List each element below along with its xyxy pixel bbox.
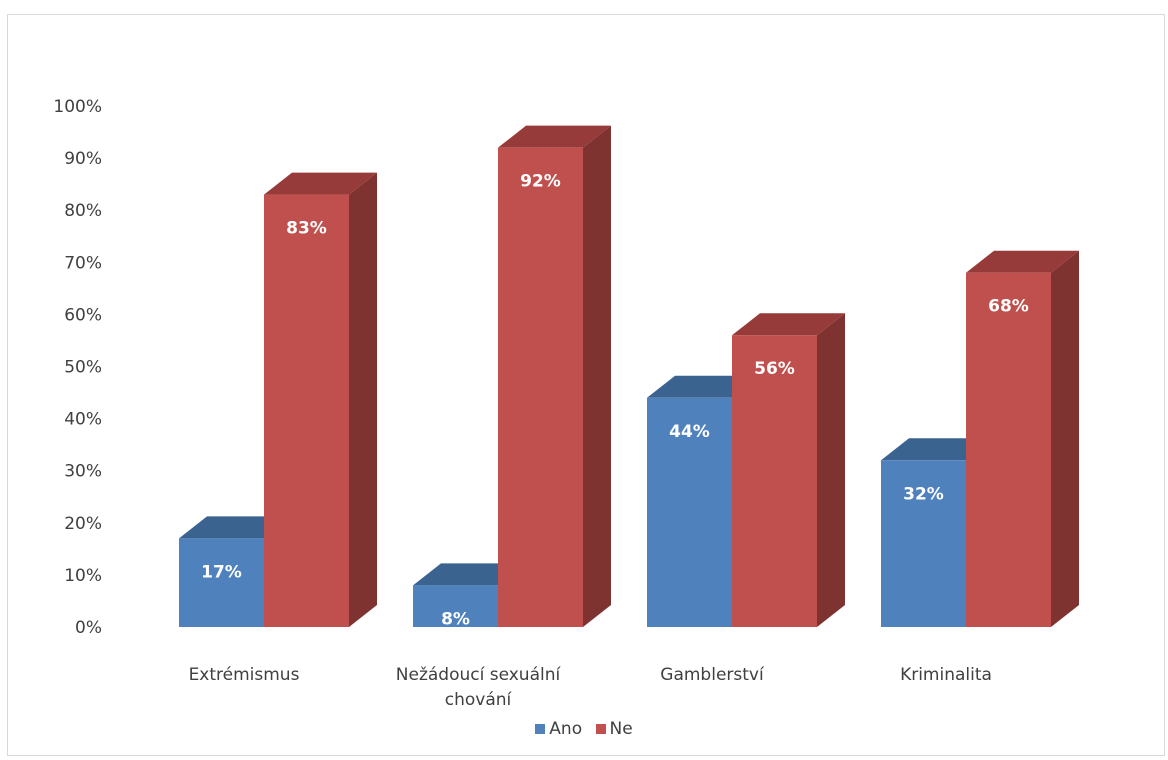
bar-side-ne xyxy=(1051,250,1079,627)
legend-item-ano: Ano xyxy=(535,718,582,740)
data-label: 17% xyxy=(201,562,242,582)
y-tick-label: 50% xyxy=(64,358,102,378)
y-tick-label: 80% xyxy=(64,201,102,221)
y-tick-label: 100% xyxy=(53,97,102,117)
bar-top-ano xyxy=(179,516,292,539)
data-label: 56% xyxy=(754,359,795,379)
y-tick-label: 10% xyxy=(64,566,102,586)
data-label: 32% xyxy=(903,484,944,504)
bar-top-ano xyxy=(881,438,994,461)
bar-side-ne xyxy=(583,125,611,628)
bar-ano xyxy=(179,538,264,627)
data-label: 44% xyxy=(669,422,710,442)
y-tick-label: 70% xyxy=(64,253,102,273)
bar-top-ne xyxy=(264,172,377,195)
legend: Ano Ne xyxy=(0,718,1168,740)
legend-item-ne: Ne xyxy=(595,718,633,740)
category-label: Extrémismus xyxy=(189,665,300,685)
bar-top-ne xyxy=(966,250,1079,273)
y-tick-label: 40% xyxy=(64,410,102,430)
y-tick-label: 60% xyxy=(64,305,102,325)
category-label: Kriminalita xyxy=(900,665,992,685)
bar-ne xyxy=(498,147,583,627)
y-tick-label: 90% xyxy=(64,149,102,169)
category-label: Nežádoucí sexuální xyxy=(396,665,562,685)
legend-swatch-ne xyxy=(595,724,606,734)
y-tick-label: 20% xyxy=(64,514,102,534)
bar-ne xyxy=(732,335,817,627)
y-tick-label: 0% xyxy=(75,618,102,638)
bar-ano xyxy=(647,397,732,627)
bar-top-ne xyxy=(732,313,845,336)
legend-swatch-ano xyxy=(535,724,546,734)
data-label: 92% xyxy=(520,172,561,192)
data-label: 8% xyxy=(441,609,470,629)
bar-side-ne xyxy=(349,172,377,627)
data-label: 68% xyxy=(988,297,1029,317)
category-label: Gamblerství xyxy=(660,665,765,685)
bar-top-ano xyxy=(647,375,760,398)
bar-ne xyxy=(966,272,1051,627)
bar-side-ne xyxy=(817,313,845,627)
legend-label-ne: Ne xyxy=(609,719,633,739)
bar-ne xyxy=(264,194,349,627)
y-tick-label: 30% xyxy=(64,462,102,482)
bar-ano xyxy=(413,585,498,627)
bar-top-ano xyxy=(413,563,526,586)
bar-top-ne xyxy=(498,125,611,148)
legend-label-ano: Ano xyxy=(549,719,583,739)
bar-ano xyxy=(881,460,966,627)
data-label: 83% xyxy=(286,219,327,239)
category-label: chování xyxy=(445,690,513,710)
